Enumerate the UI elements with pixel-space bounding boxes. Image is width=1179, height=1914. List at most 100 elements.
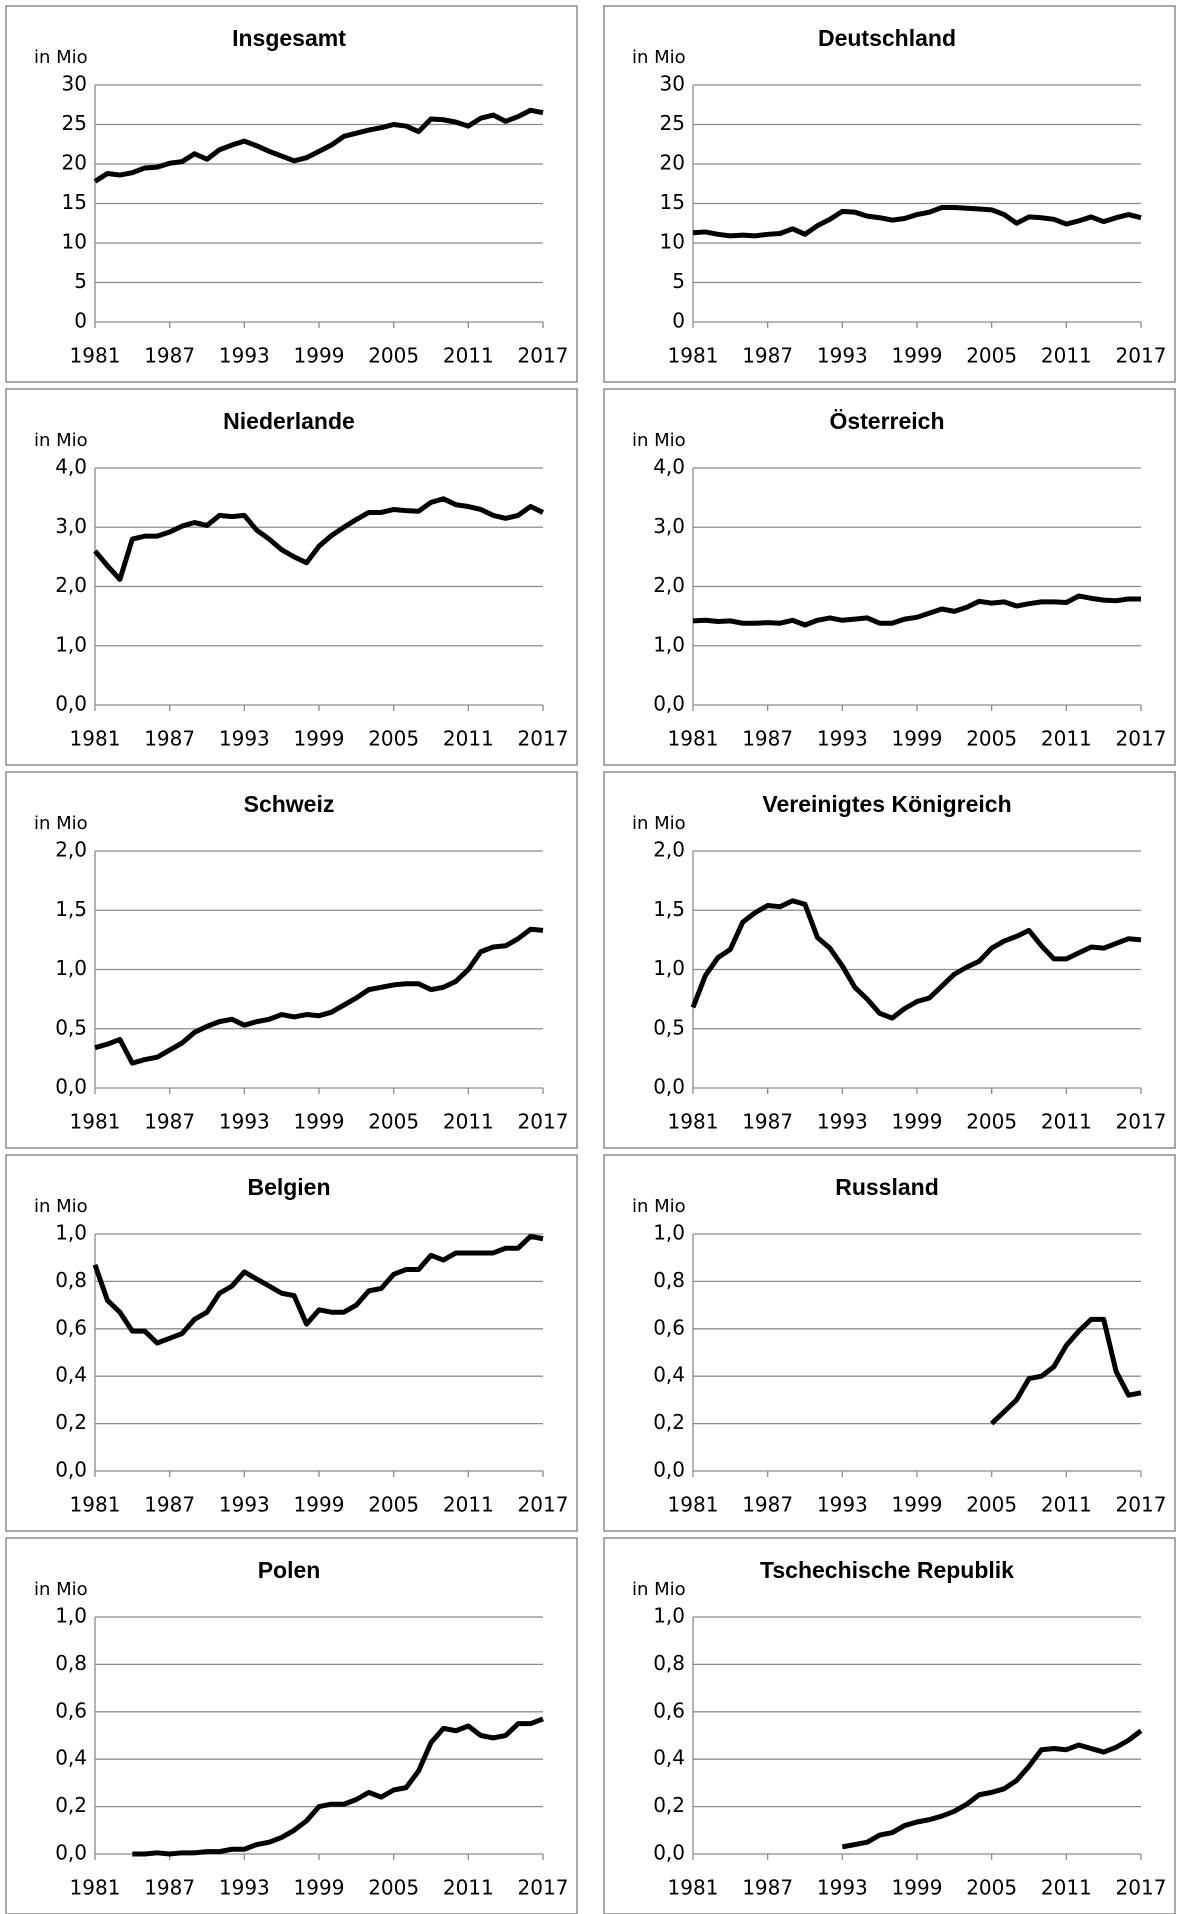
y-tick-label: 3,0 [653,514,685,538]
panel-border [603,771,1176,1149]
y-tick-label: 2,0 [653,573,685,597]
x-tick-label: 2005 [966,727,1017,751]
y-tick-label: 1,5 [55,897,87,921]
y-tick-label: 0,0 [55,1841,87,1865]
data-line [690,898,1142,1021]
x-tick-label: 1981 [668,727,719,751]
chart-title: Niederlande [223,408,355,434]
y-tick-label: 0,0 [653,1841,685,1865]
panel-border [603,388,1176,766]
x-tick-label: 1987 [144,727,195,751]
x-tick-label: 1999 [892,1493,943,1517]
y-tick-label: 0,8 [653,1651,685,1675]
y-tick-label: 0 [74,309,87,333]
y-tick-label: 1,0 [55,1604,87,1628]
y-tick-label: 1,0 [55,956,87,980]
x-tick-label: 1981 [668,1110,719,1134]
data-line [93,107,544,184]
y-axis-unit: in Mio [34,47,88,68]
data-line [841,1728,1143,1850]
panel-border [5,1537,578,1914]
x-tick-label: 2005 [368,1110,419,1134]
y-axis-unit: in Mio [632,1579,686,1600]
x-tick-label: 2017 [1116,727,1167,751]
y-tick-label: 0,6 [55,1315,87,1339]
y-tick-label: 1,0 [653,632,685,656]
x-tick-label: 1981 [70,727,121,751]
x-tick-label: 2011 [443,344,494,368]
data-line [132,1716,544,1857]
data-line [692,204,1142,239]
y-tick-label: 0,4 [55,1363,87,1387]
panel-border [603,1537,1176,1914]
y-axis-unit: in Mio [632,1196,686,1217]
y-tick-label: 0,2 [55,1793,87,1817]
y-tick-label: 0 [672,309,685,333]
x-tick-label: 1987 [742,344,793,368]
x-tick-label: 1993 [219,1110,270,1134]
y-tick-label: 0,6 [653,1698,685,1722]
y-tick-label: 15 [660,190,685,214]
y-axis-unit: in Mio [34,1196,88,1217]
y-tick-label: 20 [660,151,685,175]
y-tick-label: 0,4 [653,1746,685,1770]
x-tick-label: 1999 [892,727,943,751]
y-tick-label: 0,0 [55,1458,87,1482]
y-tick-label: 5 [74,269,87,293]
x-tick-label: 2005 [966,1110,1017,1134]
y-tick-label: 0,5 [55,1015,87,1039]
x-tick-label: 1993 [817,1110,868,1134]
y-tick-label: 2,0 [55,838,87,862]
y-tick-label: 0,8 [55,1268,87,1292]
x-tick-label: 2011 [1041,1493,1092,1517]
y-tick-label: 0,6 [653,1315,685,1339]
y-tick-label: 30 [62,72,87,96]
x-tick-label: 2005 [368,344,419,368]
y-tick-label: 1,0 [653,1604,685,1628]
y-tick-label: 0,4 [653,1363,685,1387]
chart-title: Schweiz [244,791,335,817]
x-tick-label: 1987 [144,1110,195,1134]
y-tick-label: 0,2 [55,1410,87,1434]
y-tick-label: 0,8 [653,1268,685,1292]
y-tick-label: 4,0 [653,455,685,479]
x-tick-label: 1987 [742,1493,793,1517]
x-tick-label: 1981 [668,1876,719,1900]
y-tick-label: 1,0 [55,632,87,656]
y-tick-label: 0,4 [55,1746,87,1770]
x-tick-label: 1993 [219,1876,270,1900]
y-axis-unit: in Mio [632,430,686,451]
y-tick-label: 0,2 [653,1793,685,1817]
panel-border [5,5,578,383]
x-tick-label: 1981 [70,344,121,368]
y-tick-label: 2,0 [55,573,87,597]
x-tick-label: 1993 [219,727,270,751]
y-tick-label: 4,0 [55,455,87,479]
x-tick-label: 2005 [368,1876,419,1900]
x-tick-label: 1999 [892,1876,943,1900]
y-axis-unit: in Mio [34,430,88,451]
x-tick-label: 1981 [70,1110,121,1134]
x-tick-label: 1987 [144,1493,195,1517]
x-tick-label: 2017 [1116,1110,1167,1134]
x-tick-label: 1993 [817,727,868,751]
x-tick-label: 2011 [443,1876,494,1900]
x-tick-label: 2017 [518,1876,569,1900]
x-tick-label: 2005 [368,1493,419,1517]
y-tick-label: 3,0 [55,514,87,538]
x-tick-label: 2005 [368,727,419,751]
y-tick-label: 10 [660,230,685,254]
x-tick-label: 2017 [518,344,569,368]
data-line [92,1233,544,1346]
panel-border [603,1154,1176,1532]
chart-title: Russland [835,1174,939,1200]
x-tick-label: 1999 [294,344,345,368]
x-tick-label: 1981 [668,1493,719,1517]
x-tick-label: 2011 [443,727,494,751]
data-line [93,496,545,582]
panel-border [5,388,578,766]
y-tick-label: 1,0 [55,1221,87,1245]
chart-title: Vereinigtes Königreich [762,791,1011,817]
y-axis-unit: in Mio [34,1579,88,1600]
x-tick-label: 1987 [742,1110,793,1134]
